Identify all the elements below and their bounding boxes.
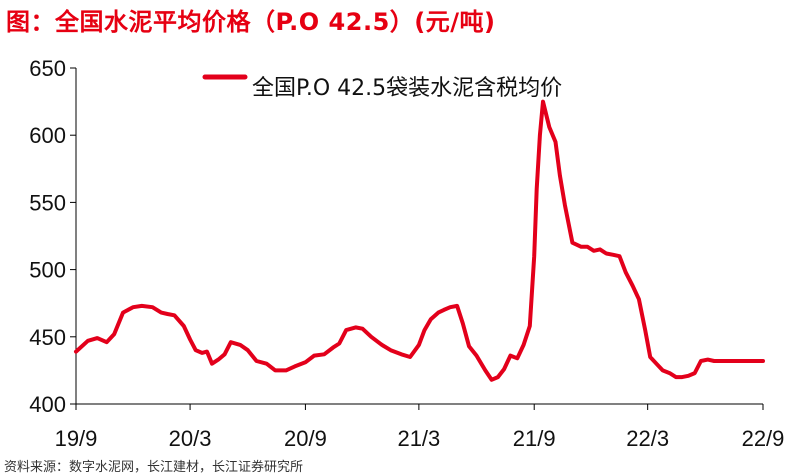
y-tick-label: 650 [29,56,66,81]
y-tick-label: 450 [29,325,66,350]
series-group [74,99,765,382]
x-tick-label: 20/3 [169,426,212,451]
x-tick-label: 20/9 [284,426,327,451]
y-tick-label: 550 [29,190,66,215]
x-tick-label: 22/3 [626,426,669,451]
page-title: 图：全国水泥平均价格（P.O 42.5）(元/吨) [6,8,496,36]
legend-label: 全国P.O 42.5袋装水泥含税均价 [252,76,562,101]
y-tick-label: 400 [29,392,66,417]
x-tick-label: 22/9 [742,426,785,451]
y-tick-label: 600 [29,123,66,148]
x-axis: 19/9 20/3 20/9 21/3 21/9 22/3 22/9 [55,403,785,451]
legend: 全国P.O 42.5袋装水泥含税均价 [202,74,562,101]
x-tick-label: 21/9 [513,426,556,451]
x-tick-label: 21/3 [397,426,440,451]
x-tick-label: 19/9 [55,426,98,451]
y-tick-label: 500 [29,258,66,283]
series-line [74,99,765,382]
source-note: 资料来源：数字水泥网，长江建材，长江证券研究所 [4,460,304,475]
y-axis: 400 450 500 550 600 650 [29,56,77,417]
